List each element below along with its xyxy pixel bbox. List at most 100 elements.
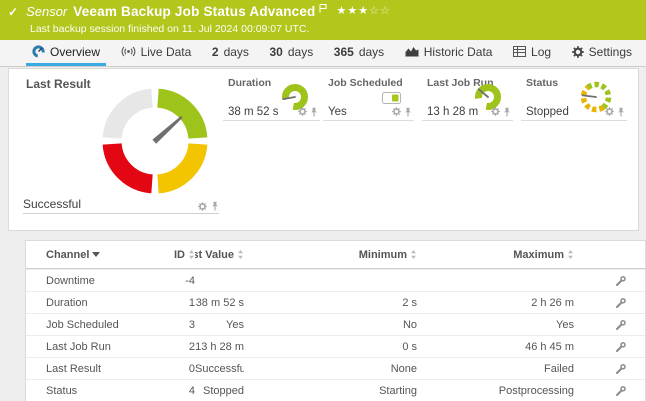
channel-name: Job Scheduled — [46, 318, 119, 331]
tab-bar: Overview Live Data 2 days 30 days 365 days Histo… — [0, 40, 646, 67]
channel-maximum: 46 h 45 m — [525, 340, 574, 353]
channel-gauge-status: Status Stopped — [521, 75, 627, 121]
arc-gauge — [473, 82, 503, 117]
channel-last-value: Stopped — [203, 384, 244, 397]
tab-settings[interactable]: Settings — [566, 40, 638, 66]
pin-icon[interactable] — [503, 107, 511, 117]
channel-row-last-job-run: Last Job Run 2 13 h 28 m 0 s 46 h 45 m — [26, 335, 645, 357]
tab-label: Log — [531, 44, 552, 59]
channel-id: 1 — [188, 296, 195, 309]
last-result-label: Last Result — [26, 77, 91, 91]
overview-panel: Last Result Successful Duration 38 m 52 … — [8, 68, 639, 231]
channel-id: 0 — [188, 362, 195, 375]
last-result-valueline: Successful — [23, 194, 219, 214]
column-header-channel[interactable]: Channel — [46, 249, 151, 261]
channel-maximum: Postprocessing — [498, 384, 574, 397]
channel-row-job-scheduled: Job Scheduled 3 Yes No Yes — [26, 313, 645, 335]
column-label: Maximum — [513, 248, 564, 261]
gauge-icon — [32, 45, 45, 58]
object-kind-label: Sensor — [26, 4, 68, 19]
channel-gauge-duration: Duration 38 m 52 s — [223, 75, 320, 121]
column-header-min[interactable]: Minimum — [244, 249, 417, 261]
wrench-icon[interactable] — [615, 275, 627, 287]
tab-num: 365 — [333, 44, 354, 59]
pin-icon[interactable] — [211, 201, 219, 211]
channel-name: Status — [46, 384, 78, 397]
wrench-icon[interactable] — [615, 385, 627, 397]
tab-30-days[interactable]: 30 days — [264, 40, 320, 66]
flag-icon[interactable] — [318, 0, 327, 18]
channel-maximum: 2 h 26 m — [531, 296, 574, 309]
channel-id: 3 — [188, 318, 195, 331]
arc-gauge — [280, 82, 310, 117]
tab-live-data[interactable]: Live Data — [115, 40, 198, 66]
sensor-message: Last backup session finished on 11. Jul … — [30, 23, 310, 35]
channel-name: Duration — [46, 296, 88, 309]
tab-label: Settings — [588, 44, 632, 59]
channel-row-duration: Duration 1 38 m 52 s 2 s 2 h 26 m — [26, 291, 645, 313]
column-label: Minimum — [358, 248, 407, 261]
channel-row-last-result: Last Result 0 Successful None Failed — [26, 357, 645, 379]
tab-log[interactable]: Log — [507, 40, 557, 66]
tab-label: days — [223, 44, 249, 59]
wrench-icon[interactable] — [615, 297, 627, 309]
tab-label: Live Data — [140, 44, 192, 59]
gear-icon[interactable] — [298, 107, 307, 117]
tab-label: Overview — [50, 44, 101, 59]
channel-table-header: Channel ID Last Value Minimum Maximum — [26, 241, 645, 269]
gear-icon[interactable] — [392, 107, 401, 117]
column-header-max[interactable]: Maximum — [417, 249, 574, 261]
segmented-gauge — [579, 80, 613, 119]
tab-overview[interactable]: Overview — [26, 40, 107, 66]
tab-historic-data[interactable]: Historic Data — [399, 40, 499, 66]
sort-toggle-icon — [410, 250, 417, 259]
channel-row-status: Status 4 Stopped Starting Postprocessing — [26, 379, 645, 401]
stars-filled: ★★★ — [336, 5, 370, 17]
sort-toggle-icon — [567, 250, 574, 259]
channel-last-value: 38 m 52 s — [195, 296, 244, 309]
wrench-icon[interactable] — [615, 319, 627, 331]
channel-table-panel: Channel ID Last Value Minimum Maximum Downtim… — [25, 240, 646, 401]
channel-id: 2 — [188, 340, 195, 353]
gauge-value: 38 m 52 s — [228, 106, 279, 118]
column-header-last[interactable]: Last Value — [195, 249, 244, 261]
pin-icon[interactable] — [617, 107, 625, 117]
sort-desc-icon — [92, 252, 101, 257]
gauge-value: Yes — [328, 106, 347, 118]
gauge-label: Job Scheduled — [328, 77, 403, 89]
column-header-id[interactable]: ID — [151, 249, 195, 261]
channel-id: 4 — [188, 384, 195, 397]
channel-maximum: Yes — [556, 318, 574, 331]
last-result-value: Successful — [23, 197, 82, 211]
stars-empty: ☆☆ — [369, 5, 391, 17]
column-label: Channel — [46, 248, 90, 261]
channel-row-downtime: Downtime -4 — [26, 269, 645, 291]
gear-icon[interactable] — [605, 107, 614, 117]
tab-num: 30 — [269, 44, 283, 59]
gauge-value: 13 h 28 m — [427, 106, 479, 118]
page-title: Veeam Backup Job Status Advanced — [73, 4, 316, 19]
wrench-icon[interactable] — [615, 363, 627, 375]
channel-name: Last Result — [46, 362, 102, 375]
wrench-icon[interactable] — [615, 341, 627, 353]
gauge-label: Duration — [228, 77, 272, 89]
pin-icon[interactable] — [404, 107, 412, 117]
tab-2-days[interactable]: 2 days — [206, 40, 255, 66]
channel-minimum: None — [390, 362, 417, 375]
sort-toggle-icon — [188, 250, 195, 259]
channel-last-value: Successful — [195, 362, 244, 375]
gauge-value: Stopped — [526, 106, 569, 118]
gear-icon[interactable] — [491, 107, 500, 117]
gear-icon[interactable] — [198, 201, 207, 211]
toggle-on — [382, 91, 401, 109]
tab-365-days[interactable]: 365 days — [328, 40, 390, 66]
tab-label: Historic Data — [423, 44, 493, 59]
sensor-header: ✓ Sensor Veeam Backup Job Status Advance… — [0, 0, 646, 40]
priority-stars[interactable]: ★★★☆☆ — [337, 4, 391, 17]
tab-label: days — [287, 44, 314, 59]
pin-icon[interactable] — [310, 107, 318, 117]
channel-gauge-last-job-run: Last Job Run 13 h 28 m — [422, 75, 513, 121]
channel-name: Last Job Run — [46, 340, 111, 353]
channel-minimum: 0 s — [402, 340, 417, 353]
channel-minimum: No — [402, 318, 417, 331]
